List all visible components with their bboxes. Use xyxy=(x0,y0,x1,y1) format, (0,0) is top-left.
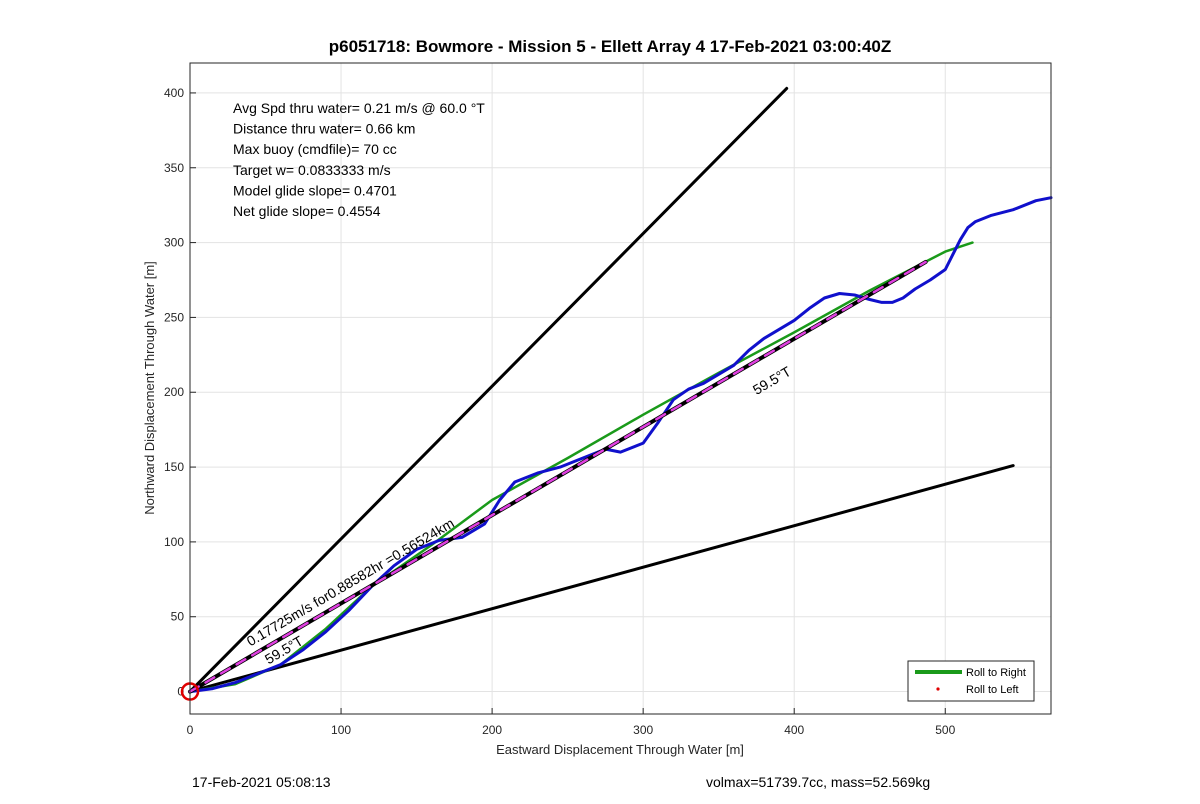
footer-volume-mass: volmax=51739.7cc, mass=52.569kg xyxy=(706,774,931,790)
legend-roll-right-label: Roll to Right xyxy=(966,667,1026,679)
y-tick-label: 50 xyxy=(171,610,185,624)
y-tick-label: 200 xyxy=(164,385,184,399)
info-line: Target w= 0.0833333 m/s xyxy=(233,162,391,178)
y-tick-label: 100 xyxy=(164,535,184,549)
mean-track-overlay-line xyxy=(188,260,927,693)
info-line: Model glide slope= 0.4701 xyxy=(233,182,397,198)
boundary-line xyxy=(188,464,1015,694)
legend-roll-left-label: Roll to Left xyxy=(966,684,1019,696)
y-tick-label: 250 xyxy=(164,310,184,324)
grid xyxy=(189,63,1051,714)
x-tick-label: 300 xyxy=(633,723,653,737)
x-tick-label: 0 xyxy=(187,723,194,737)
x-tick-label: 500 xyxy=(935,723,955,737)
boundary-line xyxy=(188,86,789,694)
legend-roll-left-swatch xyxy=(936,687,940,691)
info-line: Distance thru water= 0.66 km xyxy=(233,121,415,137)
chart-title: p6051718: Bowmore - Mission 5 - Ellett A… xyxy=(329,37,892,56)
legend-box xyxy=(907,660,1035,702)
footer-timestamp: 17-Feb-2021 05:08:13 xyxy=(192,774,331,790)
plot-frame xyxy=(189,62,1052,715)
info-line: Net glide slope= 0.4554 xyxy=(233,203,381,219)
info-line: Max buoy (cmdfile)= 70 cc xyxy=(233,141,397,157)
x-tick-label: 100 xyxy=(331,723,351,737)
y-tick-label: 400 xyxy=(164,86,184,100)
series-layer xyxy=(180,86,1053,701)
legend: Roll to Right Roll to Left xyxy=(907,660,1035,702)
y-tick-label: 150 xyxy=(164,460,184,474)
x-axis-label: Eastward Displacement Through Water [m] xyxy=(496,742,744,757)
y-tick-label: 300 xyxy=(164,236,184,250)
x-tick-label: 400 xyxy=(784,723,804,737)
y-axis-label: Northward Displacement Through Water [m] xyxy=(142,261,157,515)
y-tick-label: 350 xyxy=(164,161,184,175)
x-tick-label: 200 xyxy=(482,723,502,737)
info-box: Avg Spd thru water= 0.21 m/s @ 60.0 °T Di… xyxy=(233,100,485,219)
info-line: Avg Spd thru water= 0.21 m/s @ 60.0 °T xyxy=(233,100,485,116)
